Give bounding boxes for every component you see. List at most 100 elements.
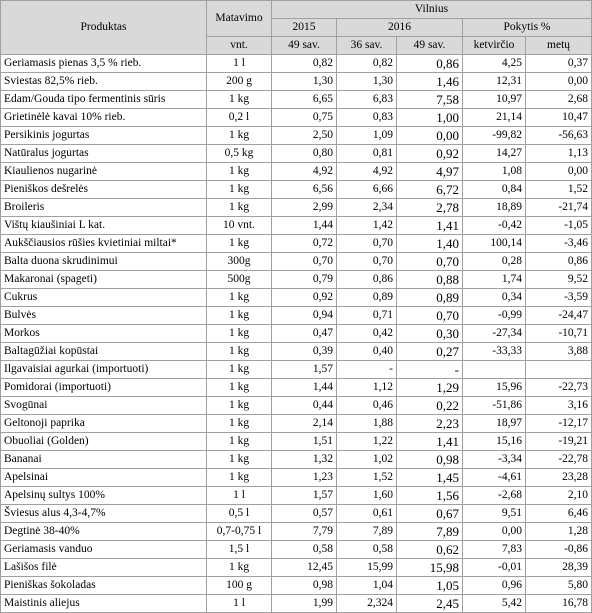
change-year: -22,73 [524, 378, 592, 397]
table-row: Morkos 1 kg 0,47 0,42 0,30 -27,34 -10,71 [0, 324, 592, 343]
product-name: Geriamasis vanduo [0, 540, 207, 559]
price-2015-week-49: 0,79 [271, 270, 337, 289]
product-name: Vištų kiaušiniai L kat. [0, 216, 207, 235]
change-year: 2,10 [524, 486, 592, 505]
unit-cell: 1 kg [206, 198, 272, 217]
price-2015-week-49: 0,39 [271, 342, 337, 361]
unit-cell: 1,5 l [206, 540, 272, 559]
price-2016-week-36: 0,82 [336, 54, 397, 73]
change-year: 3,88 [524, 342, 592, 361]
change-year: 0,37 [524, 54, 592, 73]
table-row: Balta duona skrudinimui 300g 0,70 0,70 0,70 0… [0, 252, 592, 271]
price-2015-week-49: 0,47 [271, 324, 337, 343]
price-2015-week-49: 1,44 [271, 216, 337, 235]
product-name: Grietinėlė kavai 10% rieb. [0, 108, 207, 127]
price-2016-week-49: 0,70 [396, 306, 463, 325]
table-row: Geltonoji paprika 1 kg 2,14 1,88 2,23 18,97 -1… [0, 414, 592, 433]
price-2016-week-49: 1,29 [396, 378, 463, 397]
change-year [524, 360, 592, 379]
change-year: 1,13 [524, 144, 592, 163]
product-name: Natūralus jogurtas [0, 144, 207, 163]
product-name: Bananai [0, 450, 207, 469]
header-unit-sub: vnt. [206, 36, 272, 55]
change-year: 3,16 [524, 396, 592, 415]
product-name: Morkos [0, 324, 207, 343]
table-row: Aukščiausios rūšies kvietiniai miltai* 1 … [0, 234, 592, 253]
price-2015-week-49: 0,92 [271, 288, 337, 307]
price-2015-week-49: 2,50 [271, 126, 337, 145]
change-quarter: 4,25 [462, 54, 526, 73]
price-2016-week-36: 1,30 [336, 72, 397, 91]
price-2016-week-36: 0,70 [336, 252, 397, 271]
header-unit: Matavimo [206, 0, 272, 37]
unit-cell: 1 l [206, 54, 272, 73]
unit-cell: 1 kg [206, 450, 272, 469]
change-quarter: 0,96 [462, 576, 526, 595]
change-year: 1,28 [524, 522, 592, 541]
price-2016-week-49: 1,56 [396, 486, 463, 505]
price-2016-week-49: 0,92 [396, 144, 463, 163]
table-row: Šviesus alus 4,3-4,7% 0,5 l 0,57 0,61 0,67 9,… [0, 504, 592, 523]
price-2016-week-36: 2,34 [336, 198, 397, 217]
change-year: -0,86 [524, 540, 592, 559]
table-body: Geriamasis pienas 3,5 % rieb. 1 l 0,82 0,82… [0, 54, 592, 613]
product-name: Balta duona skrudinimui [0, 252, 207, 271]
change-quarter: -33,33 [462, 342, 526, 361]
product-name: Svogūnai [0, 396, 207, 415]
table-row: Lašišos filė 1 kg 12,45 15,99 15,98 -0,01 28,3… [0, 558, 592, 577]
table-row: Maistinis aliejus 1 l 1,99 2,324 2,45 5,42 16,… [0, 594, 592, 613]
table-row: Pieniškos dešrelės 1 kg 6,56 6,66 6,72 0,84 1,… [0, 180, 592, 199]
price-2016-week-49: 0,88 [396, 270, 463, 289]
unit-cell: 1 kg [206, 288, 272, 307]
table-row: Bulvės 1 kg 0,94 0,71 0,70 -0,99 -24,47 [0, 306, 592, 325]
price-2015-week-49: 2,99 [271, 198, 337, 217]
price-2015-week-49: 0,82 [271, 54, 337, 73]
header-year-2015: 2015 [271, 18, 337, 37]
header-quarter: ketvirčio [462, 36, 526, 55]
product-name: Edam/Gouda tipo fermentinis sūris [0, 90, 207, 109]
product-name: Geltonoji paprika [0, 414, 207, 433]
change-year: 9,52 [524, 270, 592, 289]
price-2016-week-49: 1,45 [396, 468, 463, 487]
price-2016-week-49: 6,72 [396, 180, 463, 199]
header-year: metų [524, 36, 592, 55]
change-quarter: 0,28 [462, 252, 526, 271]
price-2016-week-36: 0,61 [336, 504, 397, 523]
change-quarter: 15,16 [462, 432, 526, 451]
header-product: Produktas [0, 0, 207, 55]
price-2015-week-49: 1,23 [271, 468, 337, 487]
table-row: Obuoliai (Golden) 1 kg 1,51 1,22 1,41 15,16 -1… [0, 432, 592, 451]
price-2016-week-49: 15,98 [396, 558, 463, 577]
product-name: Ilgavaisiai agurkai (importuoti) [0, 360, 207, 379]
price-2016-week-36: 15,99 [336, 558, 397, 577]
price-2016-week-49: 0,22 [396, 396, 463, 415]
price-2015-week-49: 0,70 [271, 252, 337, 271]
header-week-36-2016: 36 sav. [336, 36, 397, 55]
change-quarter: 15,96 [462, 378, 526, 397]
price-2016-week-49: 0,98 [396, 450, 463, 469]
product-name: Bulvės [0, 306, 207, 325]
change-year: -24,47 [524, 306, 592, 325]
table-row: Persikinis jogurtas 1 kg 2,50 1,09 0,00 -99,8… [0, 126, 592, 145]
product-name: Lašišos filė [0, 558, 207, 577]
table-row: Kiaulienos nugarinė 1 kg 4,92 4,92 4,97 1,08 0… [0, 162, 592, 181]
price-2016-week-36: 0,83 [336, 108, 397, 127]
change-year: 16,78 [524, 594, 592, 613]
change-year: -10,71 [524, 324, 592, 343]
change-quarter [462, 360, 526, 379]
product-name: Makaronai (spageti) [0, 270, 207, 289]
unit-cell: 1 l [206, 486, 272, 505]
unit-cell: 10 vnt. [206, 216, 272, 235]
unit-cell: 0,5 l [206, 504, 272, 523]
change-quarter: -3,34 [462, 450, 526, 469]
product-name: Apelsinai [0, 468, 207, 487]
change-quarter: 7,83 [462, 540, 526, 559]
price-2016-week-49: 0,62 [396, 540, 463, 559]
header-change: Pokytis % [461, 18, 592, 37]
price-2016-week-49: 2,78 [396, 198, 463, 217]
change-quarter: 5,42 [462, 594, 526, 613]
price-2016-week-49: 1,46 [396, 72, 463, 91]
change-quarter: 1,08 [462, 162, 526, 181]
unit-cell: 1 kg [206, 378, 272, 397]
